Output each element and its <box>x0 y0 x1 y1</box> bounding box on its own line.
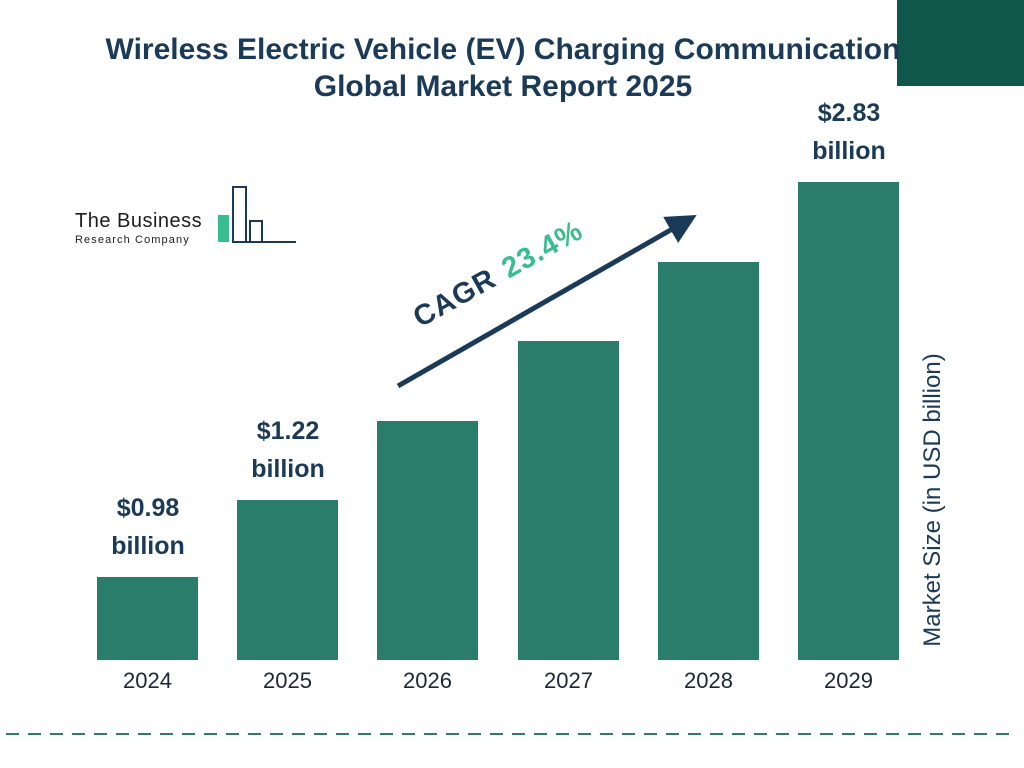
value-label-2024: $0.98 billion <box>111 494 185 560</box>
chart-title-line1: Wireless Electric Vehicle (EV) Charging … <box>105 33 901 66</box>
bottom-dashed-line <box>6 733 1018 735</box>
y-axis-label: Market Size (in USD billion) <box>919 353 946 647</box>
company-logo-text: The Business Research Company <box>75 210 202 246</box>
x-tick-2029: 2029 <box>824 668 873 693</box>
company-logo-name: The Business <box>75 210 203 232</box>
chart-title: Wireless Electric Vehicle (EV) Charging … <box>0 32 1006 105</box>
cagr-value: 23.4% <box>496 214 589 285</box>
cagr-prefix: CAGR <box>408 262 502 334</box>
bar-2024 <box>97 577 198 660</box>
chart-title-line2: Global Market Report 2025 <box>313 69 693 103</box>
company-logo-subname: Research Company <box>75 234 190 246</box>
x-tick-2028: 2028 <box>684 668 733 693</box>
corner-accent <box>897 0 1024 86</box>
bar-chart-logo-icon <box>218 186 297 243</box>
x-tick-2026: 2026 <box>403 668 452 693</box>
bar-2029 <box>798 182 899 660</box>
value-label-2029: $2.83 billion <box>812 99 886 165</box>
cagr-label: CAGR23.4% <box>408 215 589 335</box>
bar-2028 <box>658 262 759 660</box>
bar-2027 <box>518 341 619 660</box>
bar-2025 <box>237 500 338 660</box>
company-logo: The Business Research Company <box>75 186 298 250</box>
x-tick-2025: 2025 <box>263 668 312 693</box>
value-label-2025: $1.22 billion <box>251 417 325 483</box>
bar-2026 <box>377 421 478 660</box>
x-tick-2027: 2027 <box>544 668 593 693</box>
x-tick-2024: 2024 <box>123 668 172 693</box>
